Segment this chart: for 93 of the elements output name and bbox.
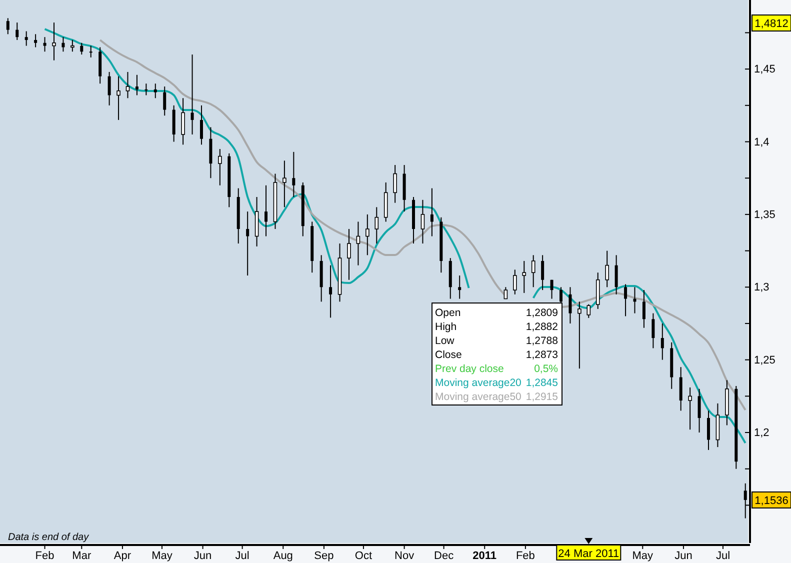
- x-tick-label: Oct: [354, 550, 372, 562]
- annotation: High: [435, 321, 457, 333]
- candlestick: [642, 290, 646, 328]
- text: Moving average50: [435, 391, 522, 403]
- candlestick: [578, 301, 582, 370]
- x-tick-label: Nov: [394, 550, 415, 562]
- candlestick: [80, 42, 84, 56]
- candlestick: [522, 260, 526, 294]
- annotation: 1,2809: [526, 307, 558, 319]
- candlestick: [614, 254, 618, 295]
- y-tick-label: 1,2: [754, 427, 770, 440]
- candlestick: [34, 34, 38, 48]
- candlestick: [200, 104, 203, 146]
- annotation: Open: [435, 307, 461, 319]
- x-tick-label: Jun: [194, 550, 212, 562]
- candlestick: [586, 304, 591, 318]
- x-tick-label: Dec: [434, 550, 454, 562]
- candlestick: [706, 410, 710, 450]
- annotation: Data is end of day: [8, 532, 90, 543]
- text: Moving average20: [435, 377, 522, 389]
- annotation: 1,2915: [526, 391, 558, 403]
- candlestick: [52, 22, 56, 61]
- candlestick: [679, 366, 682, 412]
- x-tick-label: Apr: [114, 550, 132, 562]
- candlestick: [458, 275, 462, 300]
- candlestick: [541, 254, 544, 291]
- candlestick: [292, 151, 296, 198]
- y-tick-label: 1,3: [754, 282, 770, 294]
- candlestick: [108, 71, 111, 106]
- x-tick-label: Aug: [273, 550, 293, 562]
- candlestick: [6, 18, 10, 35]
- candlestick: [430, 188, 434, 237]
- candlestick: [513, 269, 517, 295]
- y-tick-label: 1,45: [754, 64, 776, 76]
- candlestick: [264, 184, 268, 237]
- candlestick: [652, 312, 655, 349]
- text: 24 Mar 2011: [558, 548, 620, 560]
- candlestick: [550, 279, 554, 300]
- text: 1,4812: [754, 18, 788, 30]
- annotation: 1,2845: [526, 377, 558, 389]
- annotation: Low: [435, 335, 455, 347]
- candlestick: [624, 284, 628, 317]
- candlestick: [688, 386, 692, 430]
- x-tick-label: Jul: [235, 550, 250, 562]
- annotation: 1,2882: [526, 321, 558, 333]
- annotation: Prev day close: [435, 363, 504, 375]
- candlestick: [126, 71, 130, 99]
- y-tick-label: 1,4: [754, 136, 770, 148]
- candlestick: [568, 286, 572, 324]
- candlestick: [70, 39, 74, 52]
- x-tick-label: May: [152, 550, 173, 562]
- candlestick: [698, 388, 701, 434]
- annotation: 0,5%: [534, 363, 558, 375]
- y-tick-label: 1,35: [754, 208, 776, 221]
- annotation: 1,2873: [526, 349, 558, 361]
- candlestick: [366, 214, 370, 256]
- x-tick-label: 2011: [472, 550, 497, 562]
- text: 1,1536: [754, 494, 788, 507]
- candlestick: [605, 250, 609, 288]
- x-tick-label: Feb: [35, 550, 54, 562]
- candlestick: [218, 148, 222, 186]
- y-tick-label: 1,25: [754, 354, 776, 366]
- candlestick: [154, 83, 157, 99]
- candlestick: [43, 36, 46, 52]
- candlestick: [144, 83, 148, 96]
- x-tick-label: Jun: [674, 550, 692, 562]
- candlestick: [531, 254, 536, 288]
- candlestick: [282, 160, 286, 208]
- candlestick: [329, 264, 332, 318]
- candlestick: [89, 45, 92, 58]
- candlestick: [62, 36, 65, 52]
- candlestick: [246, 211, 250, 276]
- x-tick-label: Feb: [516, 550, 535, 562]
- x-tick-label: Jul: [716, 550, 730, 562]
- candlestick: [374, 206, 379, 244]
- x-tick-label: Sep: [314, 550, 334, 562]
- candlestick: [420, 199, 425, 244]
- candlestick: [16, 22, 19, 40]
- candlestick: [190, 54, 194, 135]
- candlestick: [163, 86, 166, 116]
- x-tick-label: Mar: [72, 550, 92, 562]
- candlestick: [116, 76, 120, 120]
- candlestick: [504, 286, 508, 300]
- annotation: Close: [435, 349, 462, 361]
- candlestick: [393, 164, 397, 204]
- candlestick: [347, 228, 351, 280]
- x-tick-label: May: [632, 550, 654, 562]
- candlestick: [181, 98, 185, 146]
- annotation: 1,2788: [526, 335, 558, 347]
- candlestick: [135, 74, 138, 96]
- candlestick: [24, 30, 28, 46]
- candlestick: [660, 322, 664, 360]
- candlestick: [356, 221, 360, 266]
